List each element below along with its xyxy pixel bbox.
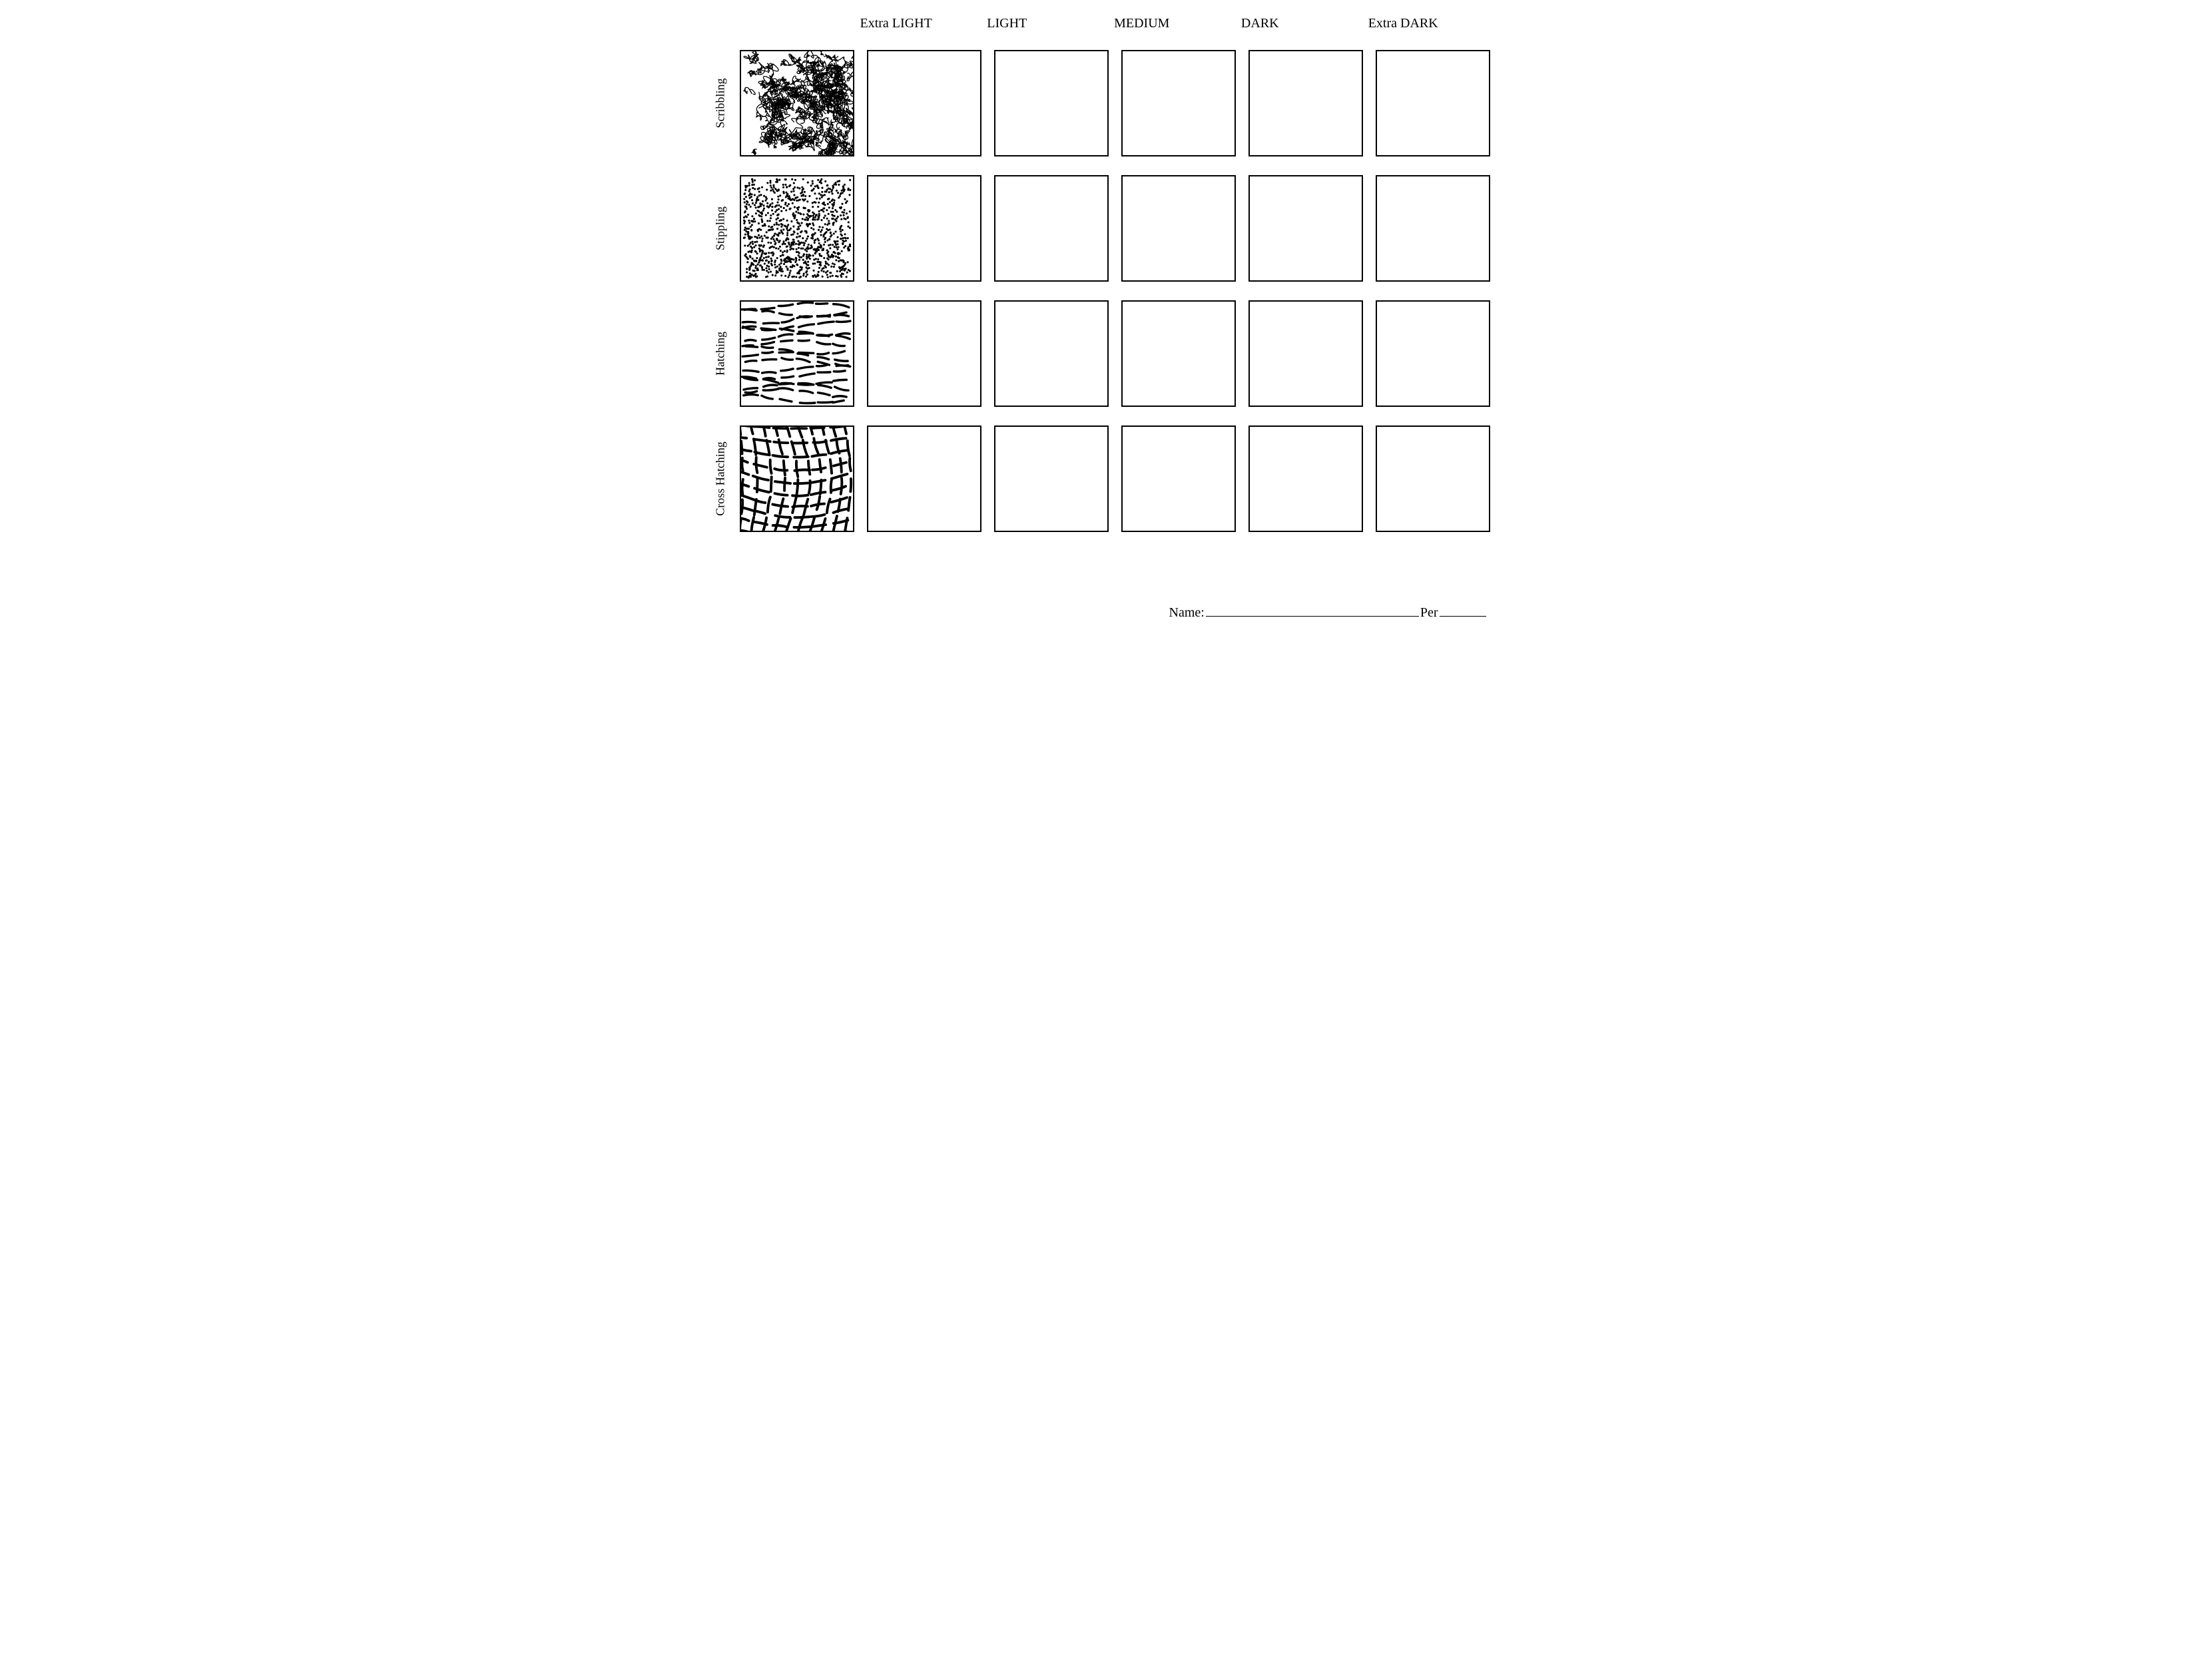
row-hatching: Hatching [720, 300, 1493, 407]
practice-box [1248, 425, 1363, 532]
example-cross-hatching [740, 425, 856, 532]
practice-box [994, 300, 1109, 407]
row-label-text: Hatching [713, 332, 727, 376]
row-stippling: Stippling [720, 175, 1493, 282]
practice-box [867, 300, 981, 407]
practice-box [1376, 175, 1490, 282]
cross-hatching-icon [740, 425, 854, 532]
practice-box [1376, 300, 1490, 407]
per-label: Per [1420, 605, 1438, 621]
row-label-text: Scribbling [713, 79, 727, 129]
practice-box [1248, 300, 1363, 407]
per-blank-line [1440, 601, 1486, 617]
stippling-icon [740, 175, 854, 282]
practice-box [1376, 425, 1490, 532]
practice-box [1376, 50, 1490, 156]
example-hatching [740, 300, 856, 407]
col-header-extra-dark: Extra DARK [1366, 16, 1493, 31]
hatching-icon [740, 300, 854, 407]
row-scribbling: Scribbling [720, 50, 1493, 156]
practice-box [867, 425, 981, 532]
col-header-light: LIGHT [984, 16, 1111, 31]
worksheet-grid: Extra LIGHT LIGHT MEDIUM DARK Extra DARK… [720, 16, 1493, 532]
row-label-text: Cross Hatching [713, 441, 727, 516]
column-headers-row: Extra LIGHT LIGHT MEDIUM DARK Extra DARK [858, 16, 1493, 31]
example-stippling [740, 175, 856, 282]
practice-box [1248, 50, 1363, 156]
row-cross-hatching: Cross Hatching [720, 425, 1493, 532]
scribbling-icon [740, 50, 854, 156]
practice-box [1121, 50, 1236, 156]
practice-box [994, 50, 1109, 156]
practice-box [1121, 300, 1236, 407]
practice-box [867, 50, 981, 156]
practice-box [994, 425, 1109, 532]
practice-box [1248, 175, 1363, 282]
practice-box [1121, 175, 1236, 282]
col-header-dark: DARK [1239, 16, 1366, 31]
practice-box [1121, 425, 1236, 532]
example-scribbling [740, 50, 856, 156]
row-label-text: Stippling [713, 206, 727, 250]
practice-box [867, 175, 981, 282]
name-blank-line [1206, 601, 1419, 617]
name-label: Name: [1169, 605, 1205, 621]
footer: Name: Per [1169, 601, 1488, 621]
col-header-extra-light: Extra LIGHT [858, 16, 985, 31]
worksheet-page: Extra LIGHT LIGHT MEDIUM DARK Extra DARK… [687, 0, 1519, 634]
practice-box [994, 175, 1109, 282]
col-header-medium: MEDIUM [1111, 16, 1239, 31]
